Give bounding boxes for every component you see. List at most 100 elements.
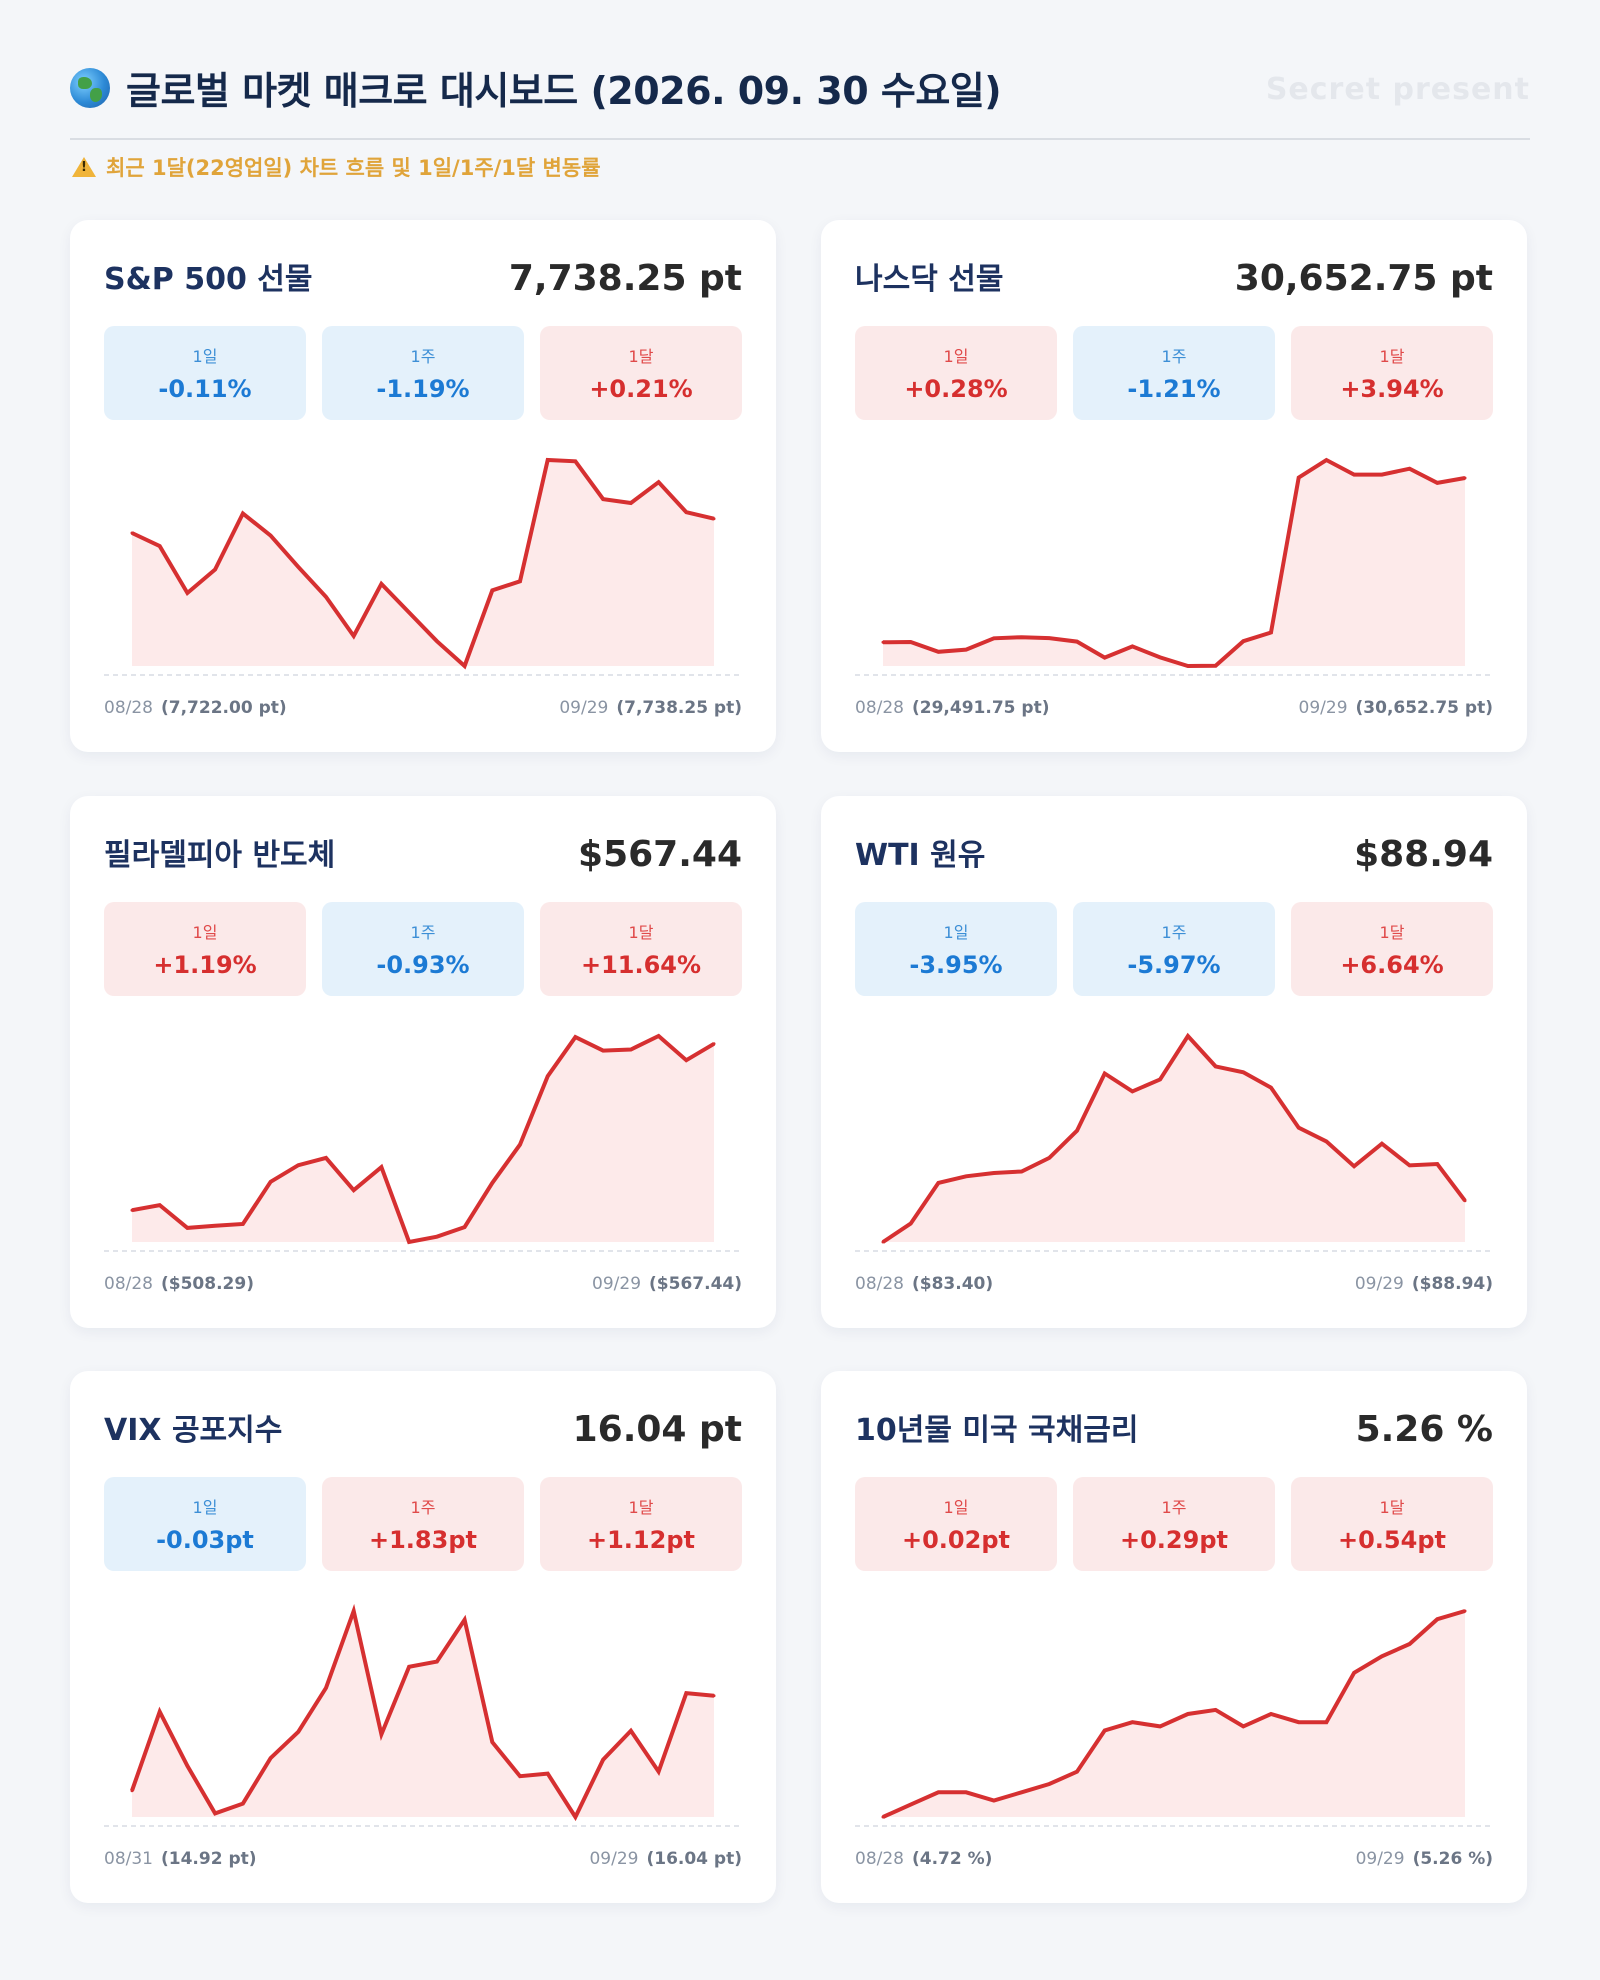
area-fill	[883, 1611, 1465, 1817]
start-date: 08/31	[104, 1849, 153, 1869]
data-point	[1158, 655, 1162, 659]
data-point	[712, 1042, 716, 1046]
badge-change: +0.28%	[904, 375, 1008, 403]
data-point	[1020, 635, 1024, 639]
data-point	[684, 1058, 688, 1062]
data-point	[241, 1222, 245, 1226]
change-badges: 1일 +0.28% 1주 -1.21% 1달 +3.94%	[855, 326, 1493, 420]
end-value: (16.04 pt)	[646, 1849, 742, 1869]
data-point	[601, 497, 605, 501]
data-point	[490, 1740, 494, 1744]
data-point	[1214, 664, 1218, 668]
data-point	[463, 664, 467, 668]
data-point	[1269, 1712, 1273, 1716]
data-point	[1020, 1790, 1024, 1794]
change-badge-1d: 1일 +0.28%	[855, 326, 1057, 420]
badge-period: 1달	[628, 1498, 654, 1517]
data-point	[185, 1764, 189, 1768]
data-point	[992, 1799, 996, 1802]
change-badge-1w: 1주 -1.19%	[322, 326, 524, 420]
data-point	[1297, 1720, 1301, 1724]
chart-end: 09/29 ($567.44)	[592, 1274, 742, 1294]
badge-period: 1달	[628, 923, 654, 942]
data-point	[1241, 639, 1245, 643]
data-point	[657, 1770, 661, 1774]
start-date: 08/28	[855, 1274, 904, 1294]
badge-change: -5.97%	[1127, 951, 1221, 979]
badge-period: 1일	[943, 923, 969, 942]
card-value: 30,652.75 pt	[1234, 258, 1493, 299]
badge-change: -3.95%	[909, 951, 1003, 979]
card-vix: VIX 공포지수 16.04 pt 1일 -0.03pt 1주 +1.83pt 1달…	[70, 1371, 776, 1903]
change-badge-1m: 1달 +1.12pt	[540, 1477, 742, 1571]
change-badge-1w: 1주 +1.83pt	[322, 1477, 524, 1571]
badge-change: +0.21%	[589, 375, 693, 403]
data-point	[296, 565, 300, 569]
chart-end: 09/29 ($88.94)	[1355, 1274, 1493, 1294]
data-point	[909, 640, 913, 644]
area-fill	[132, 1611, 714, 1817]
chart-end: 09/29 (5.26 %)	[1356, 1849, 1493, 1869]
data-point	[712, 517, 716, 521]
series-line	[130, 1603, 715, 1822]
data-point	[269, 534, 273, 538]
change-badge-1d: 1일 +0.02pt	[855, 1477, 1057, 1571]
change-badge-1m: 1달 +0.21%	[540, 326, 742, 420]
badge-change: +1.19%	[153, 951, 257, 979]
data-point	[1324, 458, 1328, 462]
watermark: Secret present	[1265, 72, 1530, 107]
data-point	[964, 648, 968, 652]
data-point	[881, 640, 885, 644]
data-point	[463, 1618, 467, 1622]
badge-change: -1.21%	[1127, 375, 1221, 403]
data-point	[1047, 1156, 1051, 1160]
data-point	[1408, 1642, 1412, 1646]
data-point	[1186, 664, 1190, 668]
badge-period: 1주	[410, 1498, 436, 1517]
data-point	[1352, 1164, 1356, 1168]
data-point	[1075, 640, 1079, 644]
data-point	[241, 1802, 245, 1806]
change-badge-1w: 1주 -0.93%	[322, 902, 524, 996]
change-badges: 1일 -0.03pt 1주 +1.83pt 1달 +1.12pt	[104, 1477, 742, 1571]
badge-change: +1.83pt	[369, 1526, 477, 1554]
data-point	[573, 459, 577, 463]
card-wti: WTI 원유 $88.94 1일 -3.95% 1주 -5.97% 1달 +6.64%…	[821, 796, 1527, 1328]
change-badge-1w: 1주 -1.21%	[1073, 326, 1275, 420]
data-point	[407, 1665, 411, 1669]
data-point	[909, 1222, 913, 1226]
series-line	[882, 1609, 1466, 1819]
data-point	[1324, 1139, 1328, 1143]
data-point	[435, 1235, 439, 1239]
data-point	[909, 1803, 913, 1807]
title-row: 글로벌 마켓 매크로 대시보드 (2026. 09. 30 수요일)	[70, 60, 1530, 115]
data-point	[1047, 1782, 1051, 1786]
change-badges: 1일 -3.95% 1주 -5.97% 1달 +6.64%	[855, 902, 1493, 996]
data-point	[435, 639, 439, 643]
chart-start: 08/28 (4.72 %)	[855, 1849, 992, 1869]
data-point	[964, 1174, 968, 1178]
data-point	[352, 1188, 356, 1192]
badge-change: +0.29pt	[1120, 1526, 1228, 1554]
card-sp500: S&P 500 선물 7,738.25 pt 1일 -0.11% 1주 -1.19%…	[70, 220, 776, 752]
chart-start: 08/28 ($508.29)	[104, 1274, 254, 1294]
card-value: $88.94	[1354, 834, 1493, 875]
card-title: 필라델피아 반도체	[104, 838, 336, 873]
data-point	[1269, 1086, 1273, 1090]
end-value: ($567.44)	[649, 1274, 742, 1294]
series-line	[881, 1032, 1467, 1244]
change-badges: 1일 -0.11% 1주 -1.19% 1달 +0.21%	[104, 326, 742, 420]
data-point	[1158, 1077, 1162, 1081]
badge-change: -1.19%	[376, 375, 470, 403]
change-badge-1d: 1일 +1.19%	[104, 902, 306, 996]
data-point	[213, 1224, 217, 1228]
data-point	[881, 1240, 885, 1244]
data-point	[1241, 1070, 1245, 1074]
data-point	[1241, 1724, 1245, 1728]
data-point	[1075, 1129, 1079, 1133]
change-badge-1m: 1달 +11.64%	[540, 902, 742, 996]
price-chart	[855, 1609, 1493, 1827]
end-value: (30,652.75 pt)	[1355, 698, 1493, 718]
badge-period: 1주	[1161, 923, 1187, 942]
end-date: 09/29	[592, 1274, 642, 1294]
